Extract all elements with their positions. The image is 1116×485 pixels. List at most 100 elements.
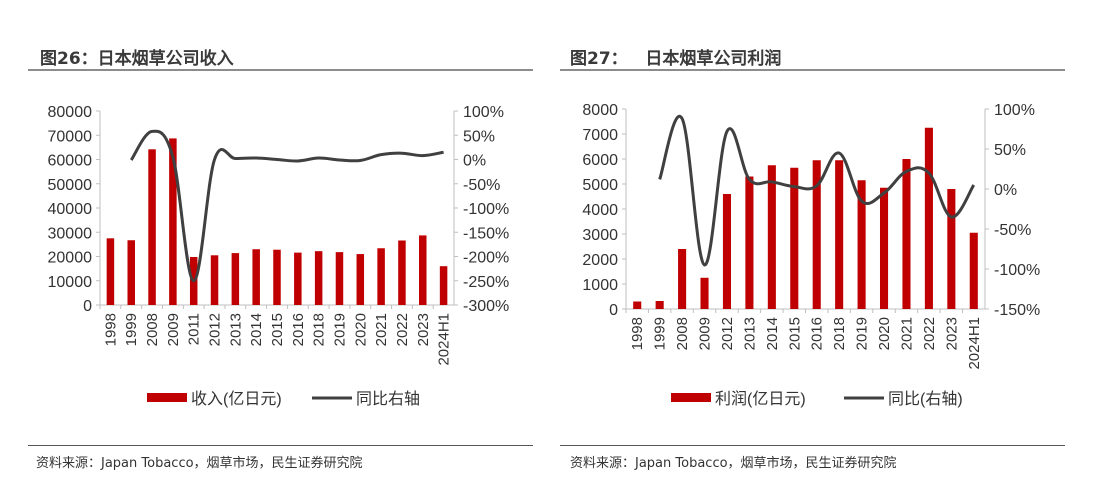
bar: [273, 249, 281, 305]
y-tick-label-left: 10000: [48, 274, 93, 291]
x-tick-label: 2015: [269, 313, 286, 346]
legend-swatch-bar: [671, 393, 711, 402]
y-tick-label-right: -100%: [994, 262, 1040, 279]
bar: [678, 249, 687, 309]
y-tick-label-right: -300%: [463, 298, 509, 315]
bar: [356, 254, 365, 305]
legend-label-bar: 利润(亿日元): [715, 390, 806, 408]
legend-label-line: 同比(右轴): [888, 390, 963, 408]
y-tick-label-left: 5000: [582, 177, 618, 194]
y-tick-label-left: 70000: [48, 128, 93, 145]
bar: [252, 249, 260, 305]
bar: [767, 165, 776, 309]
bar: [947, 189, 956, 309]
y-tick-label-right: 50%: [463, 128, 495, 145]
y-tick-label-right: -150%: [463, 225, 509, 242]
x-tick-label: 2013: [227, 313, 244, 346]
y-tick-label-left: 1000: [582, 277, 618, 294]
x-tick-label: 2022: [394, 313, 411, 346]
x-tick-label: 2011: [186, 313, 203, 345]
y-tick-label-right: -100%: [463, 201, 509, 218]
y-tick-label-left: 30000: [48, 225, 93, 242]
x-tick-label: 1999: [123, 313, 140, 346]
source-note: 资料来源：Japan Tobacco，烟草市场，民生证券研究院: [570, 456, 897, 471]
x-tick-label: 2023: [415, 313, 432, 346]
x-tick-label: 2009: [697, 317, 714, 350]
bar: [231, 253, 240, 305]
bar: [335, 252, 344, 305]
bar: [294, 252, 302, 305]
y-tick-label-right: 100%: [463, 104, 504, 121]
y-tick-label-left: 20000: [48, 250, 93, 267]
bar: [857, 180, 866, 309]
chart-title: 图26：日本烟草公司收入: [40, 49, 234, 69]
chart-title: 图27： 日本烟草公司利润: [570, 49, 782, 69]
x-tick-label: 2024H1: [436, 313, 453, 366]
x-tick-label: 2012: [207, 313, 224, 346]
x-tick-label: 2016: [290, 313, 307, 346]
x-tick-label: 2012: [719, 317, 736, 350]
y-tick-label-right: 50%: [994, 142, 1026, 159]
yoy-line: [658, 114, 976, 267]
y-tick-label-left: 80000: [48, 104, 93, 121]
bar: [210, 255, 219, 305]
bar: [439, 266, 448, 305]
x-tick-label: 1998: [102, 313, 119, 346]
x-tick-label: 2016: [809, 317, 826, 350]
bar: [655, 301, 664, 309]
source-note: 资料来源：Japan Tobacco，烟草市场，民生证券研究院: [36, 456, 363, 471]
x-tick-label: 2015: [786, 317, 803, 350]
y-tick-label-right: -50%: [994, 222, 1031, 239]
bar: [148, 149, 156, 305]
legend-label-bar: 收入(亿日元): [191, 390, 282, 408]
x-tick-label: 1998: [629, 317, 646, 350]
bar: [106, 238, 115, 305]
y-tick-label-left: 40000: [48, 201, 93, 218]
bar: [419, 235, 427, 305]
y-tick-label-left: 4000: [582, 202, 618, 219]
title-divider: [28, 69, 533, 71]
bar: [902, 159, 911, 309]
bar: [127, 240, 135, 305]
profit-chart: 8000 7000 6000 5000 4000 3000 2000 1000 0 100% 50%…: [582, 102, 1040, 408]
bar: [879, 187, 889, 309]
bar: [377, 248, 385, 305]
x-tick-label: 1999: [652, 317, 669, 350]
bar: [835, 160, 844, 309]
bar: [969, 232, 978, 309]
legend-swatch-bar: [147, 393, 187, 402]
y-tick-label-left: 0: [83, 298, 92, 315]
title-divider: [560, 69, 1065, 71]
x-tick-label: 2020: [876, 317, 893, 350]
profit-chart-panel: 图27： 日本烟草公司利润 8000 7000 6000 5000 4000 3000 20…: [558, 0, 1116, 485]
bar: [924, 127, 933, 309]
bar: [700, 277, 709, 309]
y-tick-label-right: 0%: [994, 182, 1017, 199]
x-tick-label: 2024H1: [966, 317, 983, 370]
bar: [790, 167, 799, 309]
yoy-line: [129, 129, 444, 283]
source-divider: [28, 445, 533, 446]
bar: [812, 160, 821, 309]
x-tick-label: 2023: [943, 317, 960, 350]
x-tick-label: 2021: [373, 313, 390, 346]
bar: [722, 194, 732, 309]
y-tick-label-left: 6000: [582, 152, 618, 169]
revenue-chart: 80000 70000 60000 50000 40000 30000 20000 10000…: [48, 104, 510, 408]
y-tick-label-left: 3000: [582, 227, 618, 244]
x-tick-label: 2022: [921, 317, 938, 350]
bar: [169, 138, 177, 305]
legend-label-line: 同比右轴: [356, 390, 420, 408]
source-divider: [560, 445, 1065, 446]
bar: [314, 251, 323, 305]
y-tick-label-right: -250%: [463, 274, 509, 291]
y-tick-label-right: 0%: [463, 153, 486, 170]
x-tick-label: 2018: [311, 313, 328, 346]
x-tick-label: 2014: [764, 317, 781, 350]
x-tick-label: 2009: [165, 313, 182, 346]
revenue-chart-panel: 图26：日本烟草公司收入 80000 70000 60000 50000 40000 30…: [28, 49, 533, 471]
y-tick-label-right: -150%: [994, 302, 1040, 319]
x-tick-label: 2008: [674, 317, 691, 350]
y-tick-label-right: 100%: [994, 102, 1035, 119]
x-tick-label: 2019: [331, 313, 348, 346]
